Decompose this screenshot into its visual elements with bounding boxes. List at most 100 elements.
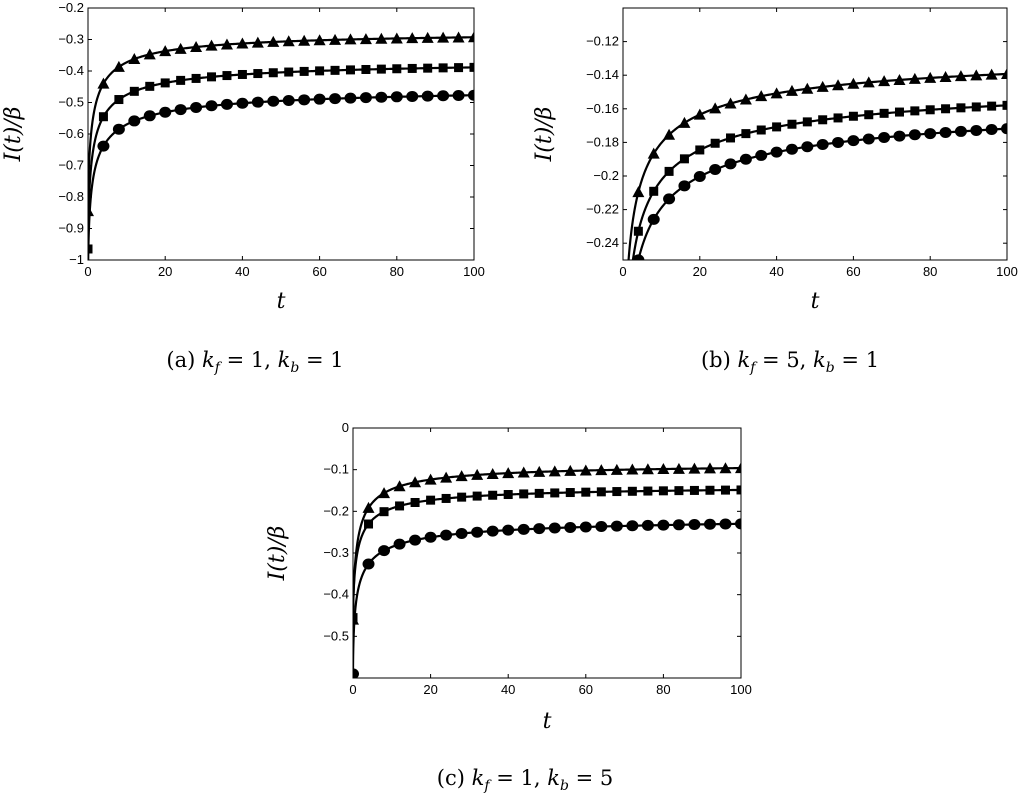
square-marker bbox=[253, 69, 263, 79]
square-marker bbox=[772, 122, 782, 132]
square-marker bbox=[736, 485, 741, 495]
triangle-marker bbox=[298, 34, 311, 46]
triangle-marker bbox=[267, 35, 280, 47]
square-marker bbox=[268, 68, 278, 78]
square-marker bbox=[705, 485, 715, 495]
y-tick-label: −0.2 bbox=[58, 0, 84, 15]
circle-marker bbox=[663, 193, 676, 205]
square-marker bbox=[176, 75, 186, 85]
square-marker bbox=[376, 64, 386, 74]
circle-marker bbox=[128, 115, 141, 127]
triangle-marker bbox=[632, 186, 645, 198]
x-tick-label: 100 bbox=[730, 682, 752, 697]
triangle-marker bbox=[672, 462, 685, 474]
circle-marker bbox=[632, 254, 645, 260]
triangle-marker bbox=[190, 41, 203, 53]
y-tick-label: −0.14 bbox=[586, 67, 619, 82]
square-marker bbox=[971, 102, 981, 112]
square-marker bbox=[353, 613, 358, 623]
triangle-marker bbox=[424, 473, 437, 485]
series-line bbox=[353, 466, 741, 620]
y-tick-label: −0.7 bbox=[58, 158, 84, 173]
square-marker bbox=[469, 62, 474, 72]
square-marker bbox=[879, 108, 889, 118]
circle-marker bbox=[502, 524, 515, 536]
y-tick-label: −0.22 bbox=[586, 202, 619, 217]
circle-marker bbox=[739, 153, 752, 165]
y-tick-label: −0.18 bbox=[586, 134, 619, 149]
triangle-marker bbox=[97, 77, 110, 89]
square-marker bbox=[488, 490, 498, 500]
series-circle bbox=[353, 518, 741, 678]
x-tick-label: 40 bbox=[769, 264, 783, 279]
circle-marker bbox=[533, 523, 546, 535]
circle-marker bbox=[816, 138, 829, 150]
series-triangle bbox=[353, 462, 741, 625]
circle-marker bbox=[832, 136, 845, 148]
triangle-marker bbox=[724, 97, 737, 109]
square-marker bbox=[1002, 100, 1007, 110]
y-tick-label: 0 bbox=[342, 420, 349, 435]
square-marker bbox=[98, 112, 108, 122]
x-axis-label: t bbox=[543, 709, 552, 734]
series-square bbox=[631, 100, 1007, 260]
series-triangle bbox=[88, 31, 474, 217]
square-marker bbox=[848, 111, 858, 121]
square-marker bbox=[596, 487, 606, 497]
triangle-marker bbox=[455, 470, 468, 482]
y-tick-label: −0.6 bbox=[58, 126, 84, 141]
square-marker bbox=[612, 487, 622, 497]
circle-marker bbox=[359, 92, 372, 104]
square-marker bbox=[160, 78, 170, 88]
chart-panel-c: 0 20 40 60 80 100 −0.5 −0.4 −0.3 −0.2 −0.1 0 t I(t)/β… bbox=[265, 420, 752, 794]
series-line bbox=[353, 488, 741, 618]
triangle-marker bbox=[703, 462, 716, 474]
x-tick-label: 60 bbox=[579, 682, 593, 697]
square-marker bbox=[741, 129, 751, 139]
square-marker bbox=[679, 154, 689, 164]
circle-marker bbox=[641, 519, 654, 531]
x-tick-label: 40 bbox=[501, 682, 515, 697]
square-marker bbox=[633, 226, 643, 236]
square-marker bbox=[581, 487, 591, 497]
circle-marker bbox=[1001, 123, 1007, 135]
triangle-marker bbox=[641, 463, 654, 475]
square-marker bbox=[674, 486, 684, 496]
triangle-marker bbox=[375, 32, 388, 44]
triangle-marker bbox=[437, 31, 450, 43]
triangle-marker bbox=[564, 464, 577, 476]
x-tick-label: 0 bbox=[349, 682, 356, 697]
circle-marker bbox=[724, 158, 737, 170]
y-tick-label: −0.3 bbox=[58, 32, 84, 47]
circle-marker bbox=[251, 96, 264, 108]
x-tick-label: 60 bbox=[846, 264, 860, 279]
triangle-marker bbox=[112, 60, 125, 72]
circle-marker bbox=[329, 93, 342, 105]
square-marker bbox=[315, 66, 325, 76]
circle-marker bbox=[486, 525, 499, 537]
circle-marker bbox=[801, 141, 814, 153]
x-axis-label: t bbox=[277, 289, 286, 314]
y-tick-label: −0.9 bbox=[58, 221, 84, 236]
circle-marker bbox=[82, 280, 94, 291]
y-tick-label: −0.12 bbox=[586, 34, 619, 49]
circle-marker bbox=[409, 534, 422, 546]
circle-marker bbox=[703, 518, 716, 530]
y-tick-label: −0.5 bbox=[58, 95, 84, 110]
circle-marker bbox=[353, 668, 359, 678]
triangle-marker bbox=[893, 73, 906, 85]
circle-marker bbox=[878, 131, 891, 143]
triangle-marker bbox=[735, 462, 741, 474]
triangle-marker bbox=[832, 79, 845, 91]
square-marker bbox=[88, 244, 93, 254]
triangle-marker bbox=[409, 476, 422, 488]
series-circle bbox=[82, 89, 474, 291]
square-marker bbox=[627, 486, 637, 496]
x-tick-label: 60 bbox=[312, 264, 326, 279]
y-tick-label: −0.3 bbox=[323, 545, 349, 560]
triangle-marker bbox=[939, 71, 952, 83]
circle-marker bbox=[924, 128, 937, 140]
circle-marker bbox=[939, 126, 952, 138]
square-marker bbox=[129, 86, 139, 96]
